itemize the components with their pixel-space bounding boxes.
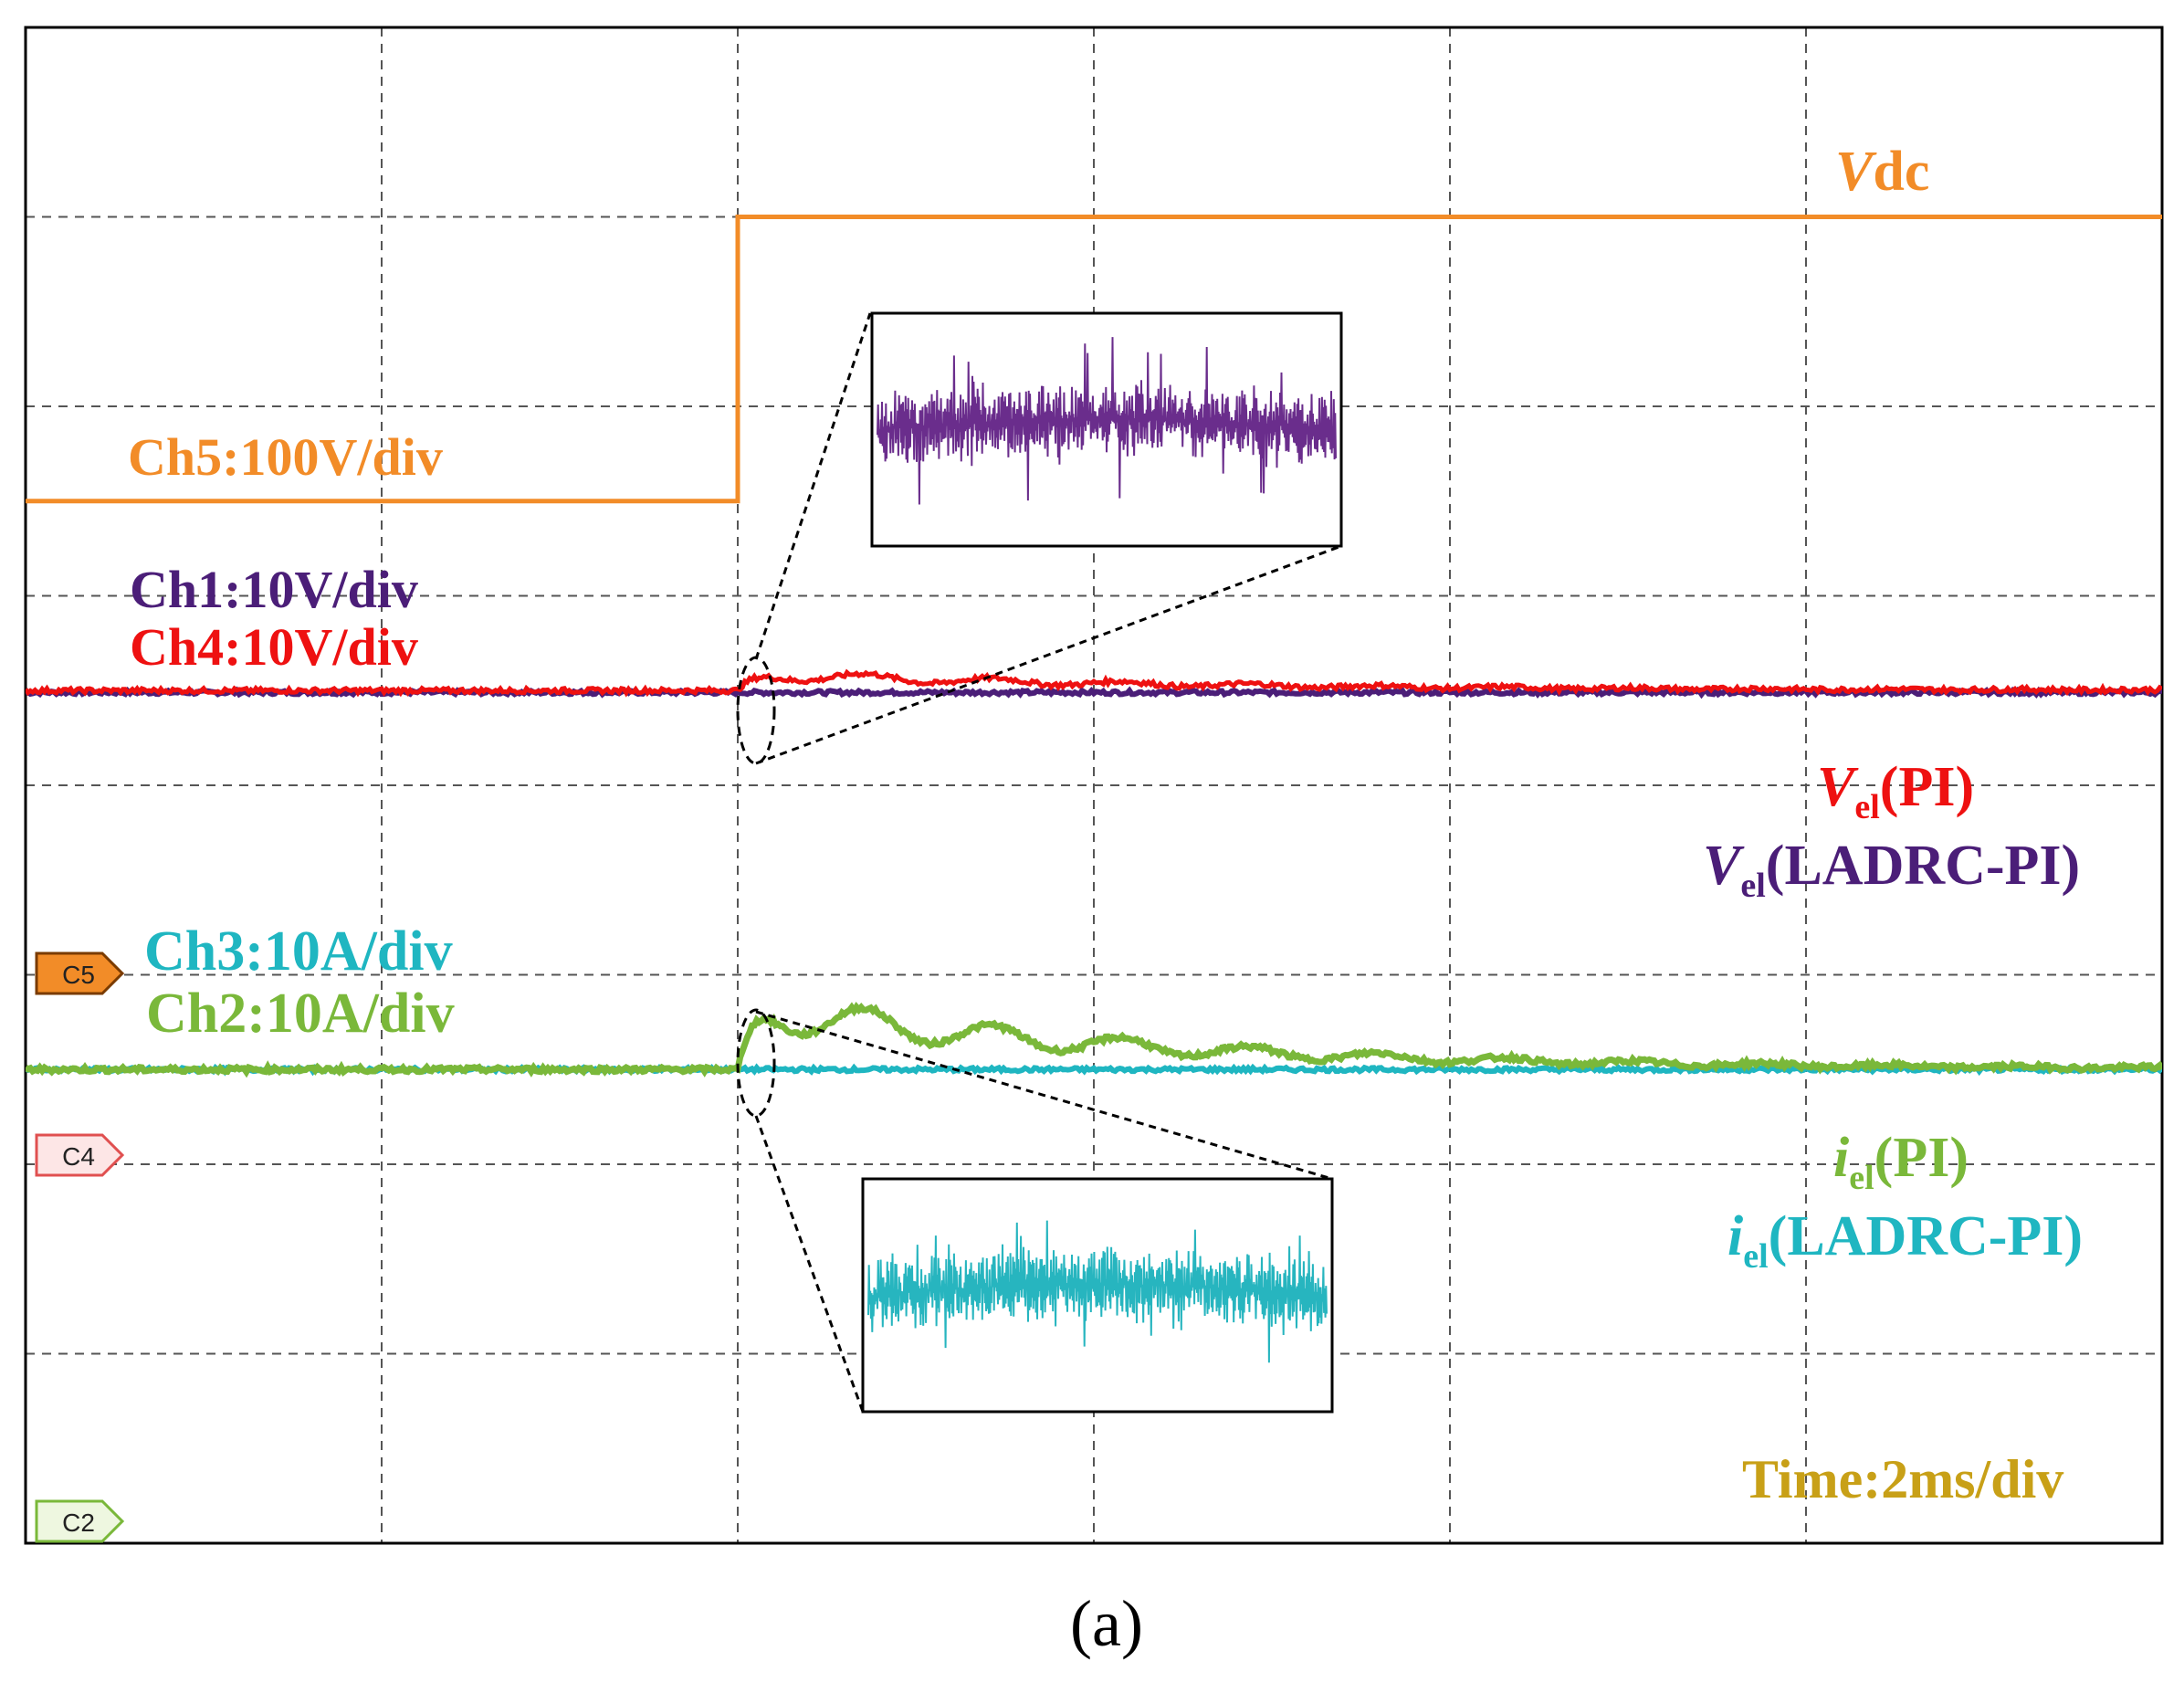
label-vel-ladrc-rest: (LADRC-PI) (1766, 835, 2080, 897)
label-vel-pi-sub: el (1854, 788, 1879, 826)
label-vel-pi: Vel(PI) (1817, 756, 1974, 826)
channel-marker-shape (35, 1499, 125, 1543)
label-vel-ladrc-sub: el (1740, 867, 1765, 905)
zoom-inset-current (861, 1177, 1334, 1414)
channel-marker-shape (35, 1133, 125, 1177)
label-iel-ladrc-i: i (1727, 1205, 1743, 1267)
label-iel-pi-i: i (1833, 1127, 1849, 1189)
trace-vdc (26, 215, 2162, 504)
zoom-callouts (736, 312, 1342, 1413)
label-time-scale: Time:2ms/div (1742, 1449, 2063, 1509)
label-iel-ladrc: iel(LADRC-PI) (1727, 1205, 2083, 1276)
label-iel-pi: iel(PI) (1833, 1127, 1969, 1197)
leader-line (754, 1115, 865, 1413)
label-iel-pi-sub: el (1849, 1159, 1874, 1197)
label-vel-pi-rest: (PI) (1880, 756, 1974, 818)
leader-line (754, 312, 872, 660)
label-vel-pi-v: V (1817, 756, 1859, 818)
label-vel-ladrc-v: V (1703, 835, 1745, 897)
trace-ch4-vel-pi (26, 668, 2162, 698)
label-vel-ladrc: Vel(LADRC-PI) (1703, 835, 2080, 905)
channel-marker-c4[interactable]: C4 (35, 1133, 125, 1177)
label-ch1: Ch1:10V/div (130, 560, 418, 619)
traces (26, 215, 2162, 1078)
zoom-ellipse-current (736, 1008, 776, 1118)
channel-marker-text: C4 (62, 1142, 95, 1171)
zoom-trace-iel-ladrc (867, 1220, 1328, 1363)
label-iel-pi-rest: (PI) (1874, 1127, 1969, 1189)
channel-marker-c5[interactable]: C5 (35, 951, 125, 995)
trace-ch2-iel-pi (26, 1002, 2162, 1078)
leader-line (755, 544, 1342, 765)
channel-marker-shape (35, 951, 125, 995)
label-vdc-dc: dc (1873, 141, 1929, 203)
plot-frame (24, 26, 2164, 1545)
label-iel-ladrc-sub: el (1743, 1237, 1768, 1276)
channel-marker-c2[interactable]: C2 (35, 1499, 125, 1543)
zoom-trace-vel-ladrc (877, 337, 1337, 505)
label-vdc-v: V (1835, 141, 1877, 203)
label-ch4: Ch4:10V/div (130, 617, 418, 677)
label-ch5: Ch5:100V/div (128, 427, 443, 487)
zoom-inset-voltage (870, 311, 1343, 548)
label-ch3: Ch3:10A/div (144, 920, 453, 983)
label-ch2: Ch2:10A/div (146, 983, 455, 1045)
leader-line (755, 1010, 1333, 1181)
channel-marker-text: C2 (62, 1509, 95, 1537)
channel-markers: C5 C4 C2 (35, 951, 125, 1543)
label-vdc: Vdc (1835, 141, 1929, 203)
figure-caption: (a) (1070, 1587, 1143, 1660)
label-iel-ladrc-rest: (LADRC-PI) (1769, 1205, 2083, 1267)
channel-marker-text: C5 (62, 961, 95, 989)
